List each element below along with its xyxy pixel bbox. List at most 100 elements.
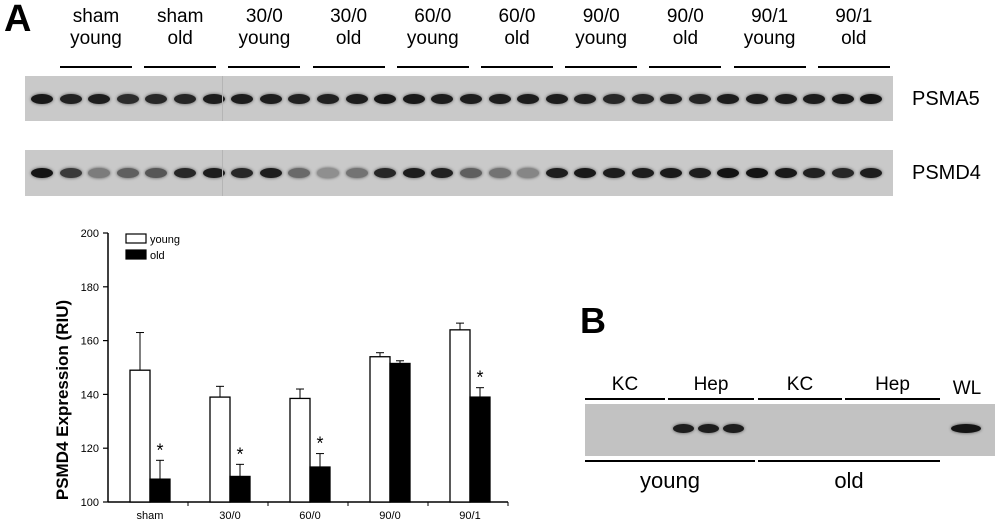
significance-mark: *: [476, 368, 483, 388]
lane-rule: [733, 66, 806, 68]
lane-header: 30/0 young: [228, 6, 301, 68]
lane-age: old: [504, 28, 530, 49]
lane-header: 90/0 old: [649, 6, 722, 68]
lane-condition: 30/0: [330, 6, 368, 27]
bar-old: [309, 466, 331, 503]
bar-old: [389, 362, 411, 503]
lane-condition: 60/0: [414, 6, 452, 27]
y-tick-label: 120: [81, 443, 99, 455]
lane-header: 90/1 old: [817, 6, 890, 68]
blot-band: [259, 168, 282, 178]
bar-young: [369, 356, 391, 503]
blot-band: [88, 168, 111, 178]
blot-band: [345, 168, 368, 178]
blot-band: [545, 168, 568, 178]
western-blot-panel-b: [585, 404, 995, 456]
blot-band: [345, 94, 368, 104]
significance-mark: *: [316, 434, 323, 454]
blot-band: [688, 168, 711, 178]
blot-band: [31, 168, 53, 178]
lane-age: young: [406, 28, 459, 49]
blot-band: [488, 168, 511, 178]
lane-header: sham old: [144, 6, 217, 68]
lane-condition: 60/0: [498, 6, 536, 27]
y-tick-label: 200: [81, 228, 99, 240]
blot-band: [631, 168, 654, 178]
blot-band: [59, 168, 82, 178]
blot-band: [31, 94, 53, 104]
blot-band: [431, 94, 454, 104]
blot-band: [951, 424, 981, 433]
panel-b-lane: WL: [952, 378, 982, 399]
x-tick-label: 90/0: [379, 510, 400, 522]
lane-header: 60/0 young: [396, 6, 469, 68]
lane-age: old: [167, 28, 193, 49]
lane-rule: [60, 66, 132, 68]
blot-band: [803, 94, 826, 104]
lane-header: 90/0 young: [565, 6, 638, 68]
blot-band: [723, 424, 744, 433]
blot-band: [259, 94, 282, 104]
panel-a-label: A: [4, 0, 32, 40]
blot-band: [288, 168, 311, 178]
blot-band: [231, 168, 254, 178]
blot-band: [860, 168, 883, 178]
bar-young: [289, 397, 311, 503]
blot-band: [174, 94, 196, 104]
blot-band: [59, 94, 82, 104]
x-tick-label: 30/0: [219, 510, 240, 522]
blot-band: [202, 94, 225, 104]
lane-header: 30/0 old: [312, 6, 385, 68]
panel-b-lane: Hep: [693, 374, 729, 395]
blot-band: [746, 94, 768, 104]
group-label-young: young: [640, 468, 700, 493]
panel-b-label: B: [580, 300, 606, 341]
blot-band: [717, 94, 740, 104]
blot-band: [698, 424, 719, 433]
bar-old: [469, 396, 491, 503]
blot-band: [317, 168, 339, 178]
y-tick-label: 160: [81, 336, 99, 348]
bar-young: [129, 369, 151, 503]
blot-band: [202, 168, 225, 178]
blot-label-psmd4: PSMD4: [912, 162, 981, 184]
blot-band: [317, 94, 339, 104]
blot-band: [860, 94, 883, 104]
blot-band: [631, 94, 654, 104]
lane-header: 60/0 old: [481, 6, 553, 68]
blot-band: [88, 94, 111, 104]
panel-b-lane-rule: [668, 398, 754, 400]
blot-band: [603, 168, 625, 178]
panel-b-lane-rule: [585, 398, 665, 400]
lane-age: old: [335, 28, 362, 49]
panel-b-lane: KC: [786, 374, 814, 395]
blot-band: [460, 94, 482, 104]
legend-swatch-old: [125, 249, 147, 260]
blot-band: [774, 94, 797, 104]
lane-header: sham young: [60, 6, 132, 68]
group-rule-young: [585, 460, 755, 462]
lane-rule: [565, 66, 638, 68]
lane-rule: [817, 66, 890, 68]
legend-label-young: young: [150, 234, 180, 246]
bar-old: [149, 478, 171, 503]
lane-headers: sham young sham old 30/0 young 30/0 old 60/0 youn…: [0, 6, 900, 76]
blot-band: [831, 168, 854, 178]
western-blot-psma5: [25, 76, 893, 121]
blot-seam: [222, 76, 223, 121]
blot-band: [603, 94, 625, 104]
blot-label-psma5: PSMA5: [912, 88, 980, 110]
lane-header: 90/1 young: [733, 6, 806, 68]
lane-condition: 30/0: [245, 6, 283, 27]
blot-band: [803, 168, 826, 178]
blot-band: [574, 168, 597, 178]
panel-b-lane-rule: [758, 398, 842, 400]
panel-b-lane: Hep: [875, 374, 910, 395]
lane-age: old: [841, 28, 867, 49]
lane-condition: 90/1: [751, 6, 789, 27]
panel-b-lane: KC: [611, 374, 639, 395]
blot-band: [688, 94, 711, 104]
blot-band: [288, 94, 311, 104]
lane-condition: 90/1: [835, 6, 873, 27]
x-tick-label: 90/1: [459, 510, 480, 522]
